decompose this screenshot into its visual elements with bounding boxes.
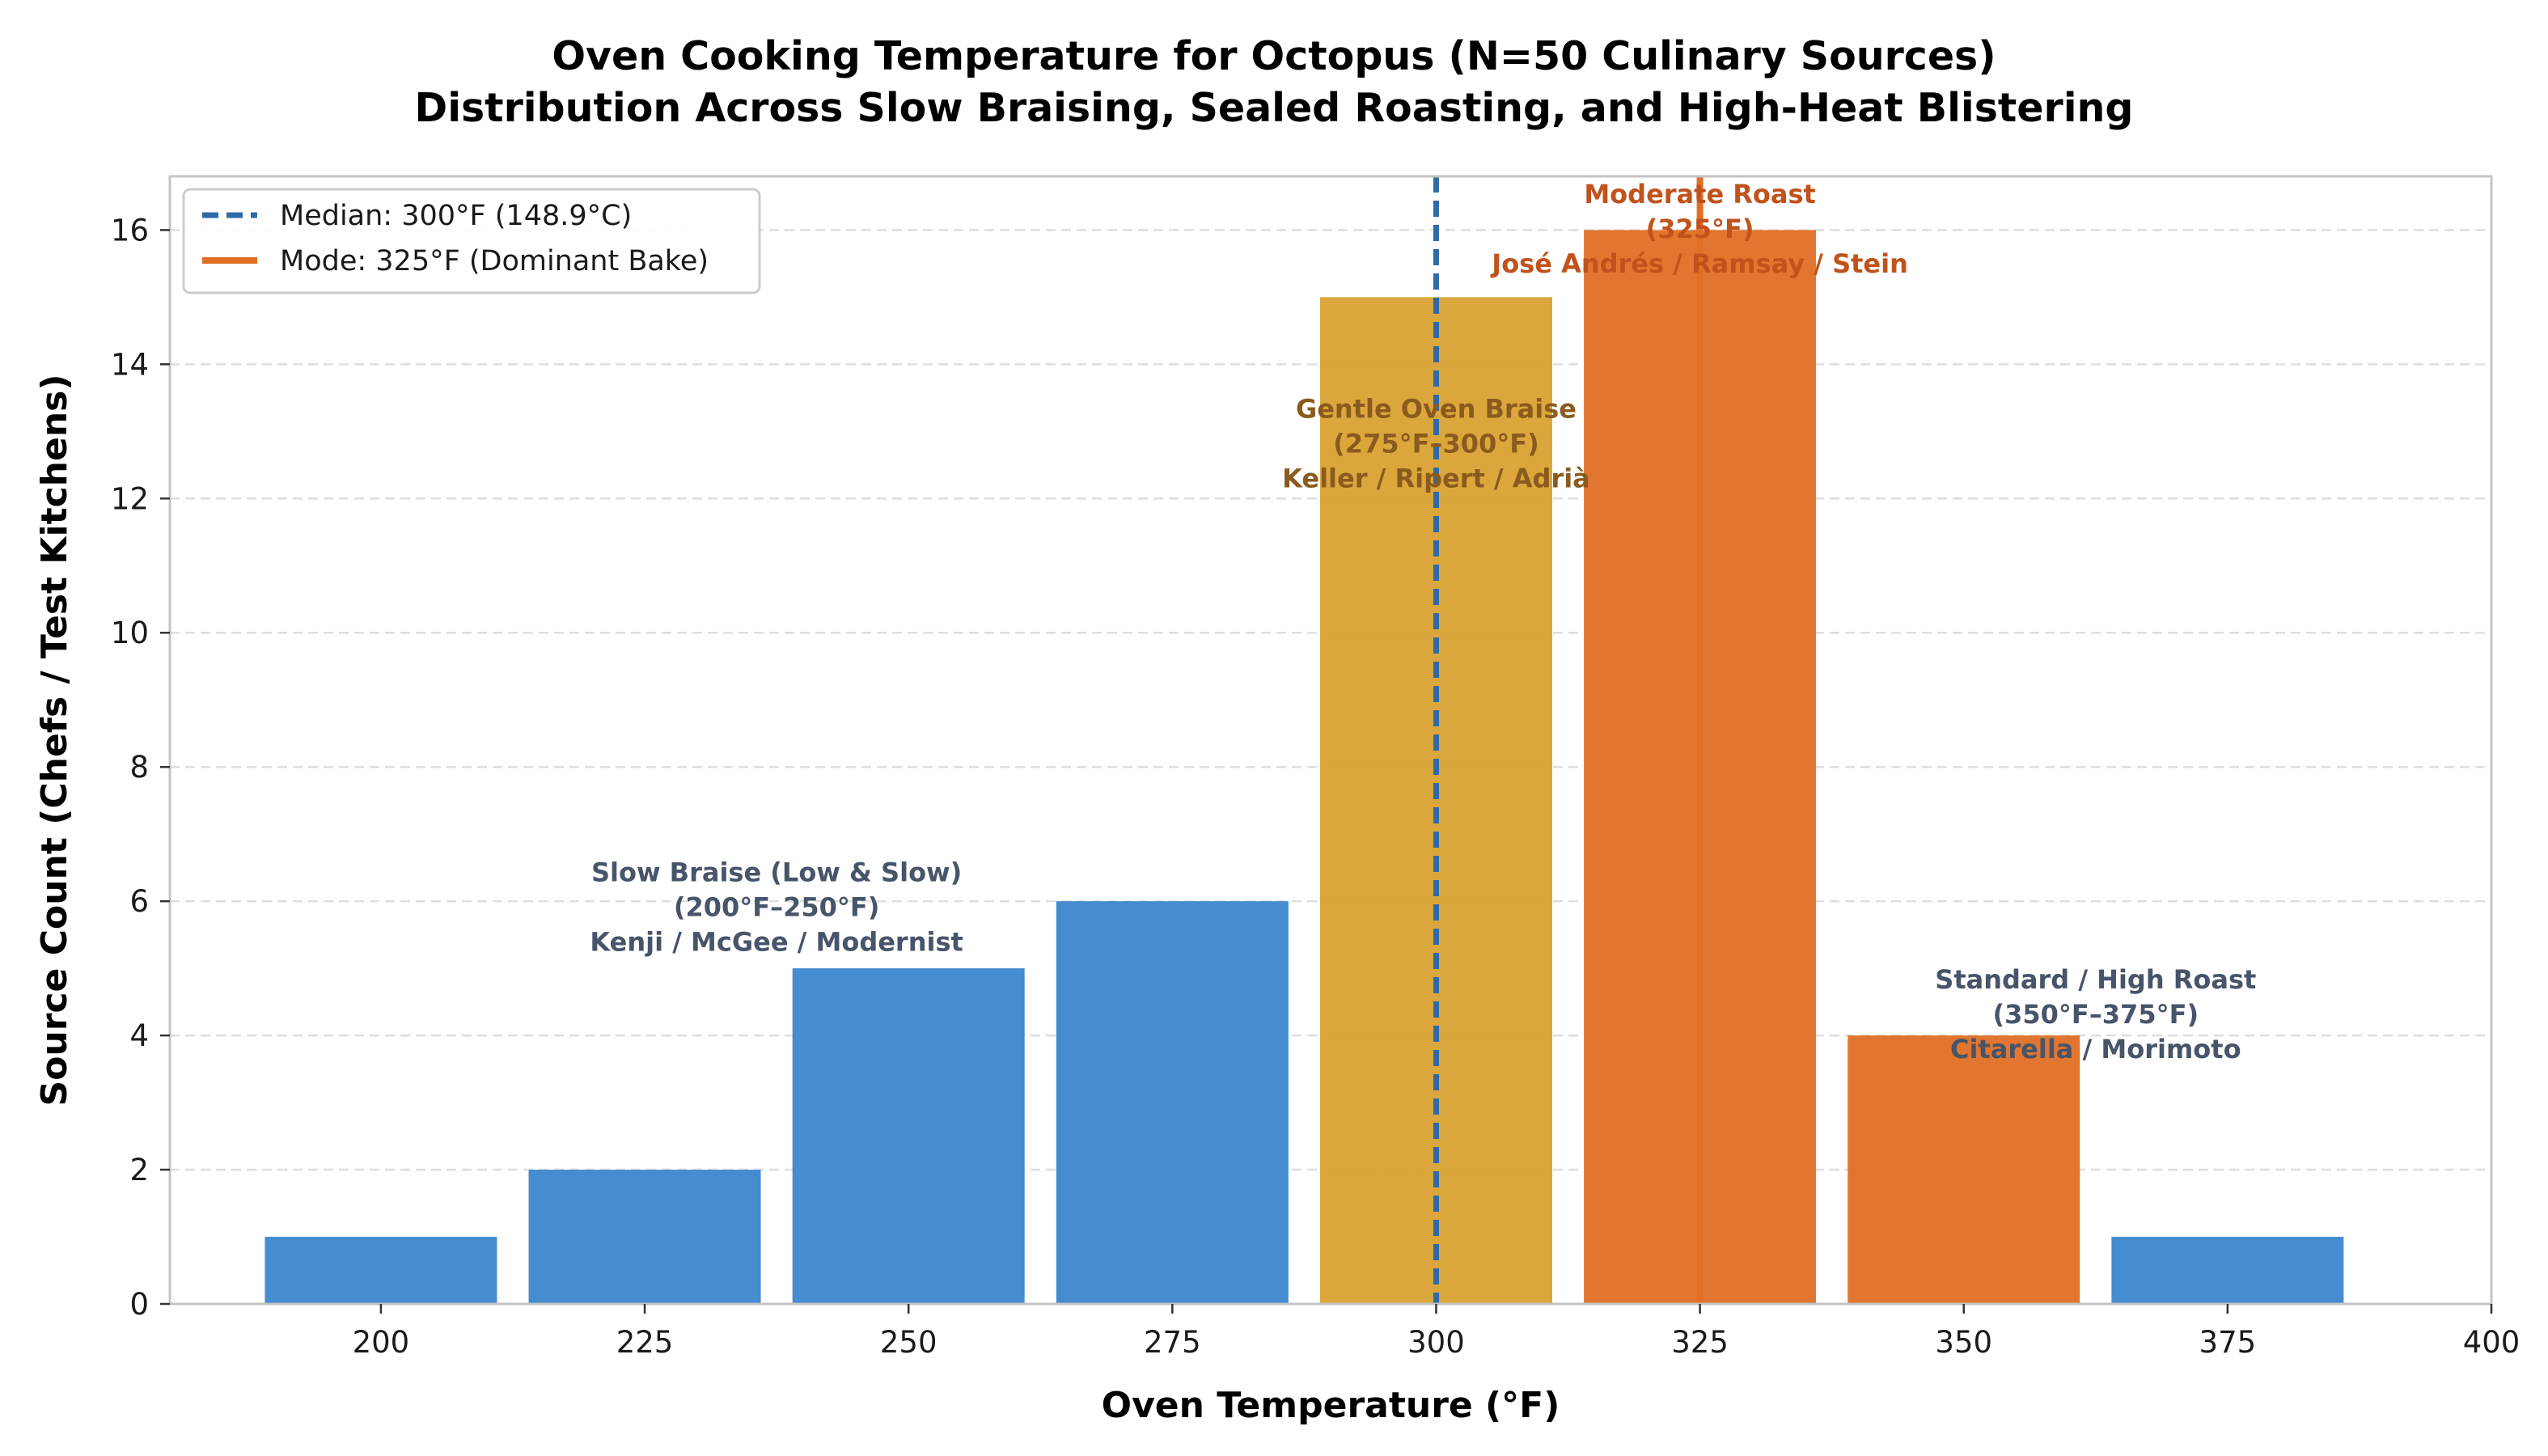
x-tick-label-250: 250 [880, 1325, 938, 1360]
annotation-2-line-2: José Andrés / Ramsay / Stein [1490, 248, 1908, 279]
annotation-0: Slow Braise (Low & Slow) (200°F–250°F) Ken… [590, 857, 963, 957]
bar-375 [2111, 1237, 2344, 1304]
bar-250 [792, 968, 1025, 1304]
chart-subtitle: Distribution Across Slow Braising, Seale… [415, 85, 2134, 131]
x-tick-label-225: 225 [616, 1325, 674, 1360]
annotation-3: Standard / High Roast (350°F–375°F) Citare… [1935, 964, 2256, 1064]
annotation-0-line-1: (200°F–250°F) [674, 891, 880, 922]
legend-mode-label: Mode: 325°F (Dominant Bake) [280, 245, 709, 277]
reference-line-layer [1433, 176, 1704, 1304]
x-tick-label-275: 275 [1144, 1325, 1201, 1360]
annotation-3-line-1: (350°F–375°F) [1993, 999, 2199, 1030]
annotation-2: Moderate Roast (325°F) José Andrés / Ramsa… [1490, 179, 1908, 279]
x-tick-label-325: 325 [1671, 1325, 1729, 1360]
x-tick-label-375: 375 [2199, 1325, 2257, 1360]
annotation-1-line-0: Gentle Oven Braise [1296, 394, 1577, 425]
y-tick-label-6: 6 [129, 884, 149, 919]
annotation-3-line-0: Standard / High Roast [1935, 964, 2256, 995]
annotation-1-line-2: Keller / Ripert / Adrià [1282, 463, 1590, 494]
annotation-0-line-2: Kenji / McGee / Modernist [590, 926, 963, 957]
legend-median-label: Median: 300°F (148.9°C) [280, 200, 632, 232]
annotation-2-line-1: (325°F) [1646, 214, 1754, 244]
y-tick-label-10: 10 [111, 616, 149, 650]
annotation-0-line-0: Slow Braise (Low & Slow) [591, 857, 962, 887]
bar-350 [1848, 1035, 2080, 1304]
plot-frame [168, 175, 2493, 1306]
chart-title: Oven Cooking Temperature for Octopus (N=… [552, 33, 1996, 79]
annotation-layer: Slow Braise (Low & Slow) (200°F–250°F) Ken… [590, 179, 2256, 1064]
x-tick-label-400: 400 [2463, 1325, 2520, 1360]
y-tick-label-8: 8 [129, 750, 149, 785]
y-axis-label: Source Count (Chefs / Test Kitchens) [34, 375, 75, 1107]
tick-layer: 200 225 250 275 300 325 350 375 400 0 2 4 6 8 10 12 14 16 [111, 213, 2520, 1360]
y-tick-label-2: 2 [129, 1153, 149, 1187]
y-tick-label-16: 16 [111, 213, 149, 248]
bar-200 [265, 1237, 497, 1304]
legend-box [182, 188, 761, 294]
x-tick-label-200: 200 [353, 1325, 410, 1360]
annotation-3-line-2: Citarella / Morimoto [1950, 1034, 2241, 1064]
bar-275 [1056, 901, 1289, 1304]
y-tick-label-12: 12 [111, 481, 149, 516]
x-axis-label: Oven Temperature (°F) [1102, 1385, 1560, 1426]
y-tick-label-0: 0 [129, 1287, 149, 1322]
x-tick-label-350: 350 [1935, 1325, 1992, 1360]
y-tick-label-4: 4 [129, 1018, 149, 1053]
y-tick-label-14: 14 [111, 347, 149, 382]
legend: Median: 300°F (148.9°C) Mode: 325°F (Dom… [182, 188, 761, 294]
annotation-2-line-0: Moderate Roast [1584, 179, 1816, 210]
annotation-1: Gentle Oven Braise (275°F–300°F) Keller / … [1282, 394, 1590, 494]
x-tick-label-300: 300 [1407, 1325, 1465, 1360]
annotation-1-line-1: (275°F–300°F) [1333, 429, 1539, 459]
bar-225 [528, 1170, 761, 1304]
